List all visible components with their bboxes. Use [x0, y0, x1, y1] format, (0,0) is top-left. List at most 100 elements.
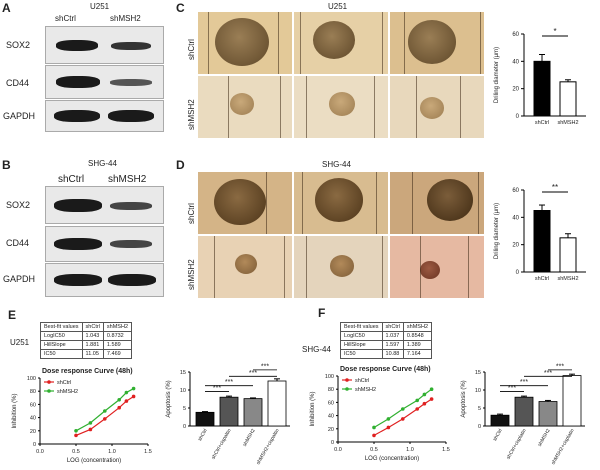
- row-label-shctrl-d: shCtrl: [187, 203, 196, 224]
- y-tick-label: 5: [183, 406, 186, 412]
- y-tick-label: 0: [331, 440, 334, 446]
- blot-label-gapdh-a: GAPDH: [3, 111, 36, 121]
- grid-line: [404, 12, 405, 74]
- data-point: [386, 417, 391, 421]
- data-point: [401, 407, 405, 411]
- row-label-shctrl-c: shCtrl: [187, 39, 196, 60]
- data-point: [88, 427, 93, 432]
- sphere: [330, 255, 354, 277]
- grid-line: [280, 76, 281, 138]
- sphere-photo: [390, 236, 484, 298]
- y-tick-label: 100: [325, 374, 334, 380]
- data-point: [103, 417, 107, 421]
- y-tick-label: 10: [180, 388, 186, 394]
- grid-line: [266, 172, 267, 234]
- sphere: [329, 92, 355, 116]
- table-cell: 7.164: [402, 349, 433, 359]
- western-blot-cd44-a: [45, 65, 164, 99]
- panel-label-e: E: [8, 308, 17, 322]
- data-point: [415, 407, 419, 411]
- grid-line: [420, 236, 421, 298]
- data-point: [88, 421, 93, 425]
- significance-label: ***: [520, 379, 528, 386]
- band-shctrl: [54, 199, 102, 212]
- sphere: [230, 93, 254, 115]
- col-label-shmsh2-a: shMSH2: [110, 14, 141, 23]
- panel-label-c: C: [176, 1, 185, 15]
- bar: [219, 396, 239, 427]
- grid-line: [382, 12, 383, 74]
- x-axis-label: LOG (concentration): [67, 458, 121, 464]
- bar: [538, 401, 558, 427]
- table-cell: 7.469: [102, 349, 133, 359]
- sphere: [420, 97, 444, 119]
- sphere: [313, 21, 355, 59]
- data-point: [401, 417, 405, 421]
- y-axis-label: Apoptosis (%): [166, 380, 172, 417]
- y-tick-label: 0: [516, 270, 520, 276]
- y-axis-label: Inhibition (%): [310, 391, 316, 426]
- table-row: IC50 11.05 7.469: [40, 349, 133, 359]
- x-tick-label: 1.5: [144, 449, 152, 455]
- x-tick-label: shCtrl: [492, 428, 504, 442]
- data-point: [429, 397, 434, 401]
- x-tick-label: shCtrl: [197, 428, 209, 442]
- table-cell: 1.597: [381, 340, 404, 350]
- table-cell: 10.88: [381, 349, 404, 359]
- x-tick-label: 0.0: [334, 447, 342, 453]
- x-tick-label: shCtrl+cispaltin: [211, 428, 233, 461]
- sphere-photo: [390, 172, 484, 234]
- table-cell: shMSH2: [402, 322, 433, 332]
- table-cell: Best-fit values: [340, 322, 383, 332]
- cell-line-label-f: SHG-44: [302, 345, 331, 354]
- y-tick-label: 15: [180, 370, 186, 376]
- y-tick-label: 40: [30, 416, 36, 422]
- grid-line: [478, 172, 479, 234]
- table-cell: shCtrl: [381, 322, 404, 332]
- y-tick-label: 60: [512, 32, 519, 38]
- col-label-shmsh2-b: shMSH2: [108, 174, 147, 185]
- bar: [533, 210, 551, 273]
- significance-label: **: [552, 183, 558, 192]
- y-tick-label: 20: [328, 427, 334, 433]
- band-shctrl: [54, 238, 102, 250]
- y-tick-label: 0: [33, 442, 36, 448]
- table-row: LogIC50 1.043 0.8732: [40, 331, 133, 341]
- band-shmsh2: [110, 202, 152, 210]
- chart-d-sphere-diameter: 0 20 40 60 Driling diameter (μm) shCtrl shMSH2…: [494, 183, 586, 282]
- y-tick-label: 100: [27, 376, 36, 382]
- y-tick-label: 60: [30, 402, 36, 408]
- data-point: [422, 401, 427, 406]
- sphere-photo: [294, 12, 388, 74]
- grid-line: [208, 12, 209, 74]
- sphere: [315, 178, 363, 222]
- x-tick-label: 1.0: [108, 449, 116, 455]
- legend-label: shMSH2: [355, 387, 376, 393]
- y-tick-label: 5: [478, 406, 481, 412]
- grid-line: [302, 172, 303, 234]
- table-cell: LogIC50: [40, 331, 83, 341]
- curve-title-e: Dose response Curve (48h): [42, 368, 133, 375]
- series-line-shCtrl: [75, 395, 134, 436]
- table-cell: 1.589: [102, 340, 133, 350]
- significance-label: ***: [225, 379, 233, 386]
- panel-label-f: F: [318, 306, 326, 320]
- table-cell: 0.8732: [102, 331, 133, 341]
- y-tick-label: 80: [328, 387, 334, 393]
- grid-line: [306, 236, 307, 298]
- x-tick-label: shMSH2: [242, 428, 257, 448]
- x-tick-label: shMSH2: [557, 276, 578, 282]
- table-cell: 0.8548: [402, 331, 433, 341]
- grid-line: [228, 76, 229, 138]
- table-cell: 1.043: [81, 331, 104, 341]
- band-shmsh2: [108, 274, 156, 286]
- table-cell: HillSlope: [340, 340, 383, 350]
- x-tick-label: 1.5: [442, 447, 450, 453]
- y-axis-label: Inhibition (%): [12, 393, 18, 428]
- significance-label: ***: [213, 385, 221, 392]
- cell-line-label-c: U251: [328, 2, 348, 11]
- table-header-row: Best-fit values shCtrl shMSH2: [340, 322, 433, 332]
- table-cell: Best-fit values: [40, 322, 83, 332]
- sphere: [420, 261, 440, 279]
- western-blot-gapdh-b: [45, 263, 164, 297]
